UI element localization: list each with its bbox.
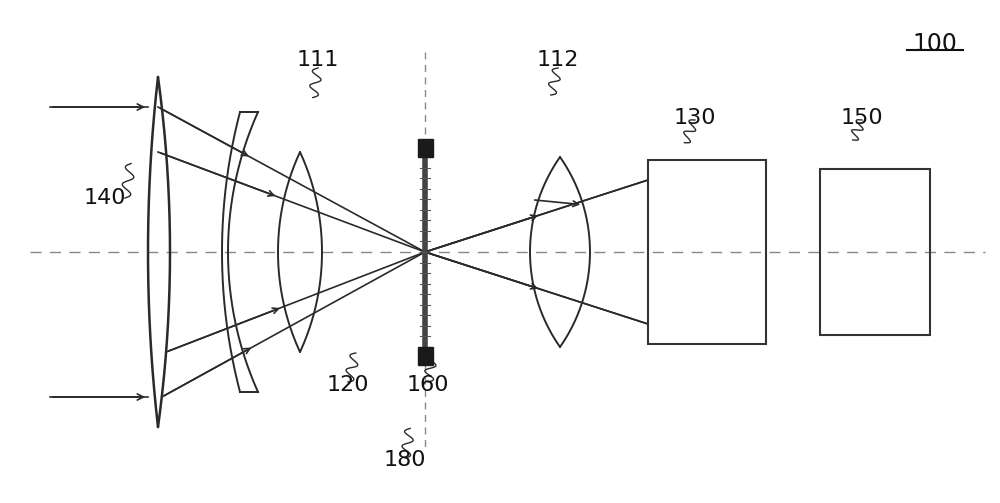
Text: 112: 112 (537, 50, 579, 70)
Text: 140: 140 (84, 188, 126, 208)
Bar (820, 169, 930, 335)
Text: 100: 100 (913, 32, 957, 56)
Text: 150: 150 (841, 108, 883, 128)
Text: 180: 180 (384, 450, 426, 470)
Text: 130: 130 (674, 108, 716, 128)
Bar (418, 139, 432, 157)
Bar (648, 160, 766, 344)
Bar (418, 347, 432, 365)
Text: 111: 111 (297, 50, 339, 70)
Text: 120: 120 (327, 375, 369, 395)
Text: 160: 160 (407, 375, 449, 395)
